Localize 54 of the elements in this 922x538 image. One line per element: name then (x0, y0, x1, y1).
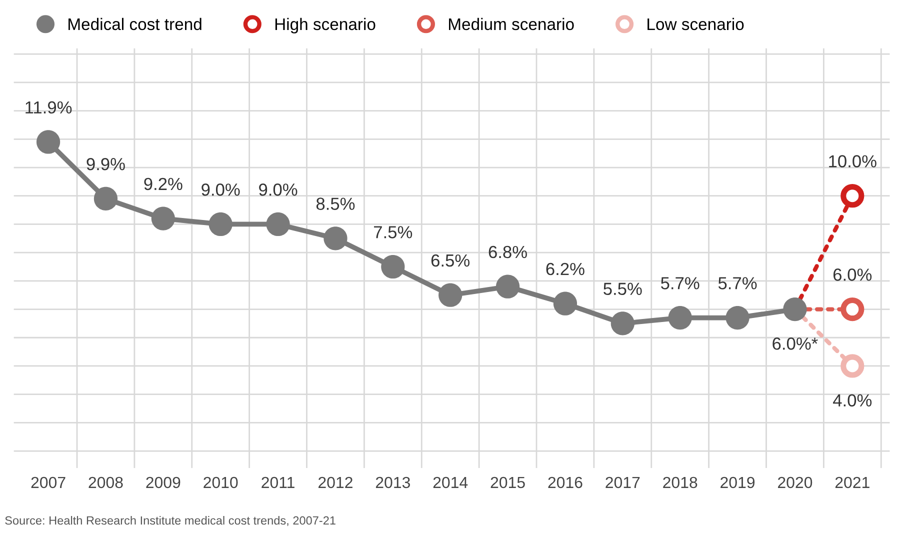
x-tick-label: 2017 (606, 476, 640, 488)
legend-label: Medium scenario (449, 18, 574, 30)
x-tick-label: 2008 (88, 476, 123, 488)
data-label: 9.0% (202, 183, 240, 196)
x-tick-label: 2016 (548, 476, 582, 488)
data-label: 6.8% (488, 246, 527, 258)
data-label: 9.2% (144, 178, 182, 190)
point (553, 292, 578, 316)
x-tick-label: 2018 (663, 476, 698, 488)
x-tick-label: 2011 (262, 476, 294, 488)
point (496, 274, 520, 298)
data-label: 9.9% (86, 158, 125, 170)
point (208, 212, 232, 236)
data-label: 6.0% (833, 268, 872, 281)
data-label: 5.5% (604, 282, 642, 296)
data-label: 9.0% (259, 183, 298, 196)
data-label: 11.9% (26, 101, 72, 114)
data-label: 8.5% (316, 198, 355, 210)
x-tick-label: 2020 (778, 476, 812, 488)
point (726, 306, 750, 330)
point (438, 283, 462, 307)
point (381, 254, 405, 279)
x-tick-label: 2015 (490, 476, 525, 488)
x-tick-label: 2007 (31, 476, 66, 488)
point (266, 212, 290, 236)
data-label: 4.0% (833, 394, 872, 407)
x-tick-label: 2019 (720, 476, 755, 488)
data-label: 6.2% (546, 262, 584, 276)
legend-label: Low scenario (648, 18, 744, 30)
x-tick-label: 2009 (146, 476, 180, 488)
point (36, 130, 60, 154)
data-label: 6.5% (431, 254, 470, 267)
data-label: 5.7% (718, 277, 757, 290)
data-label: 6.0%* (772, 338, 818, 350)
x-tick-label: 2013 (376, 476, 410, 488)
source-note: Source: Health Research Institute medical cost trends, 2007-21 (5, 516, 336, 526)
point (610, 312, 634, 336)
point (840, 184, 864, 208)
legend-label: High scenario (275, 18, 376, 34)
data-label: 5.7% (661, 277, 700, 290)
point (840, 297, 864, 322)
data-label: 10.0% (829, 155, 876, 168)
point (783, 297, 807, 322)
x-tick-label: 2010 (204, 476, 238, 488)
legend-label: Medical cost trend (68, 18, 202, 30)
point (324, 226, 348, 250)
point (151, 206, 175, 230)
x-tick-label: 2021 (835, 476, 870, 488)
point (840, 354, 864, 378)
data-label: 7.5% (374, 226, 412, 238)
point (94, 186, 118, 210)
point (668, 306, 692, 330)
x-tick-label: 2012 (318, 476, 352, 488)
x-tick-label: 2014 (433, 476, 468, 488)
